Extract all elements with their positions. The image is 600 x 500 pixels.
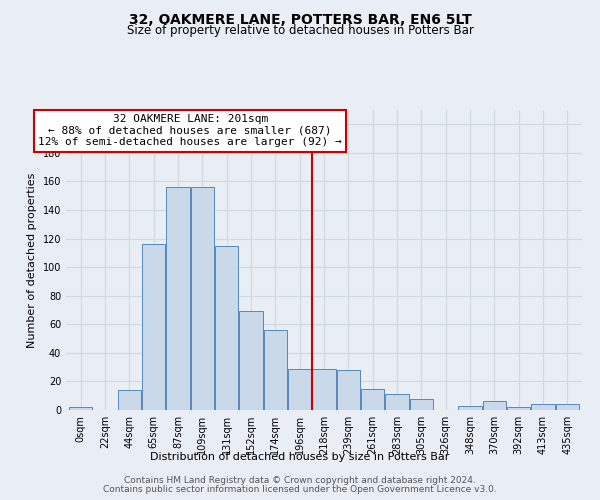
Bar xyxy=(264,330,287,410)
Bar xyxy=(215,246,238,410)
Bar xyxy=(385,394,409,410)
Bar xyxy=(288,368,311,410)
Bar xyxy=(337,370,360,410)
Bar xyxy=(166,187,190,410)
Text: 32 OAKMERE LANE: 201sqm
← 88% of detached houses are smaller (687)
12% of semi-d: 32 OAKMERE LANE: 201sqm ← 88% of detache… xyxy=(38,114,342,148)
Bar xyxy=(142,244,165,410)
Bar xyxy=(410,398,433,410)
Bar xyxy=(239,312,263,410)
Bar xyxy=(118,390,141,410)
Bar xyxy=(361,388,384,410)
Text: Contains HM Land Registry data © Crown copyright and database right 2024.: Contains HM Land Registry data © Crown c… xyxy=(124,476,476,485)
Bar xyxy=(532,404,554,410)
Y-axis label: Number of detached properties: Number of detached properties xyxy=(27,172,37,348)
Bar xyxy=(507,407,530,410)
Text: Contains public sector information licensed under the Open Government Licence v3: Contains public sector information licen… xyxy=(103,485,497,494)
Bar xyxy=(458,406,482,410)
Bar xyxy=(483,402,506,410)
Text: 32, OAKMERE LANE, POTTERS BAR, EN6 5LT: 32, OAKMERE LANE, POTTERS BAR, EN6 5LT xyxy=(128,12,472,26)
Bar xyxy=(556,404,579,410)
Bar xyxy=(69,407,92,410)
Text: Distribution of detached houses by size in Potters Bar: Distribution of detached houses by size … xyxy=(151,452,449,462)
Bar xyxy=(313,368,335,410)
Bar xyxy=(191,187,214,410)
Text: Size of property relative to detached houses in Potters Bar: Size of property relative to detached ho… xyxy=(127,24,473,37)
